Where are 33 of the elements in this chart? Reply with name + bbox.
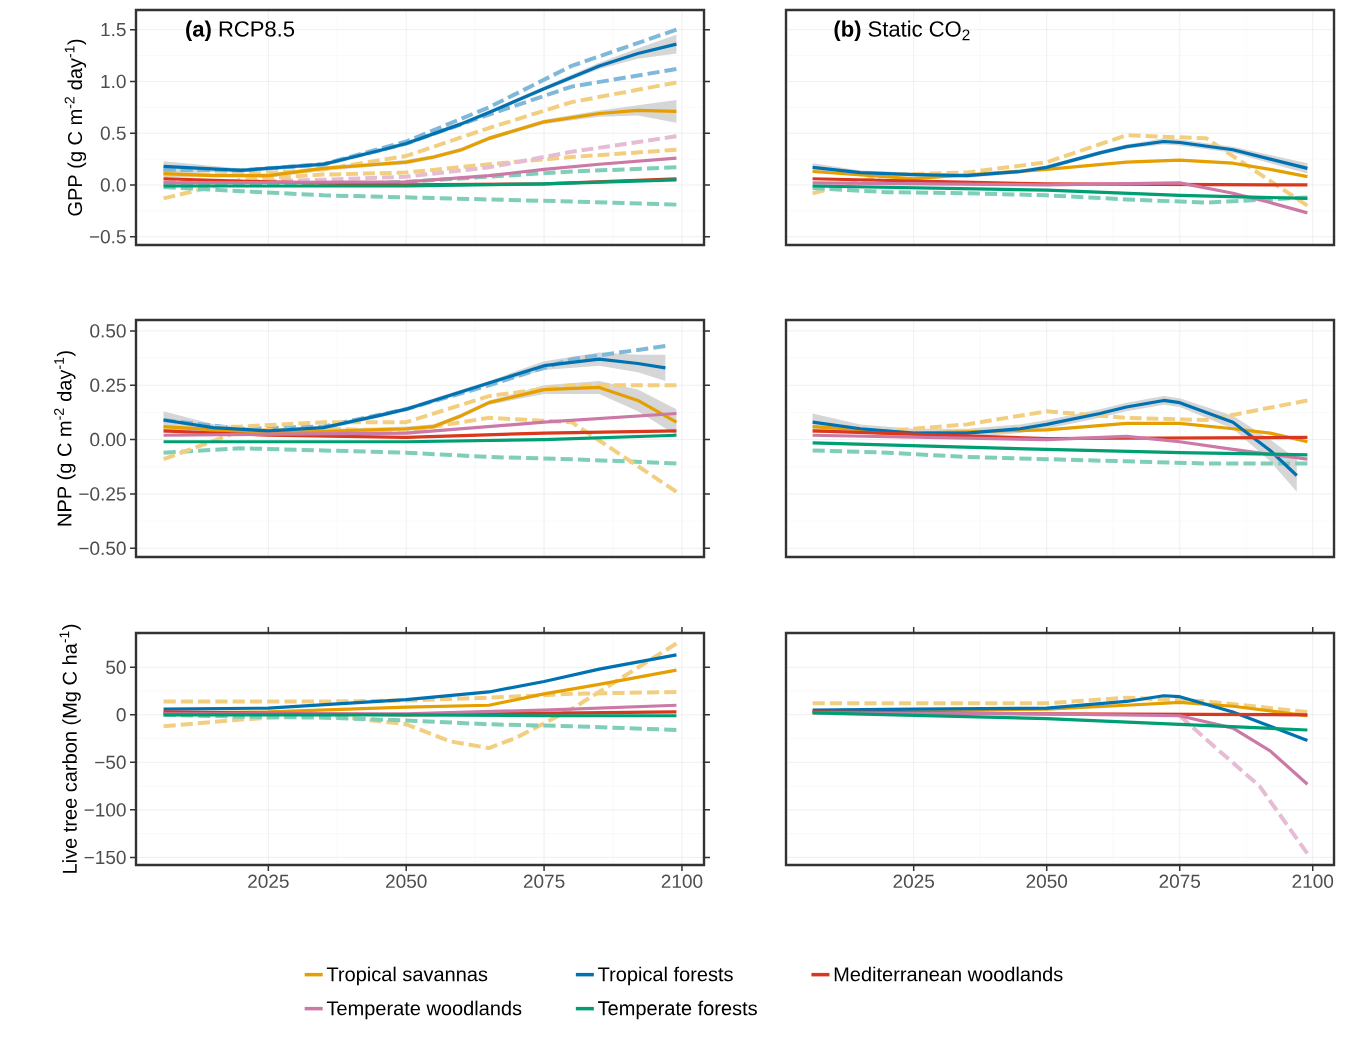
- y-tick-label: 0.5: [100, 126, 126, 140]
- chart-title: (a) RCP8.5: [186, 20, 295, 42]
- y-tick-label: 0: [116, 708, 126, 722]
- x-tick-label: 2100: [1292, 874, 1334, 888]
- y-tick-label: −150: [84, 850, 126, 865]
- y-tick-label: 1.5: [101, 23, 126, 37]
- y-tick-label: −0.50: [79, 541, 126, 556]
- y-tick-label: −50: [95, 755, 126, 770]
- y-tick-label: −0.25: [79, 487, 126, 501]
- y-tick-label: 50: [106, 660, 126, 674]
- x-tick-label: 2025: [248, 874, 289, 888]
- legend-label: Mediterranean woodlands: [834, 966, 1063, 982]
- y-tick-label: −100: [84, 803, 126, 817]
- legend-label: Tropical forests: [598, 966, 733, 986]
- y-axis-title: Live tree carbon (Mg C ha$^{-1}$): [59, 624, 81, 873]
- x-tick-label: 2050: [386, 874, 427, 888]
- x-tick-label: 2075: [523, 874, 565, 888]
- chart-title: (b) Static CO$_{2}$: [834, 20, 970, 42]
- x-tick-label: 2100: [661, 874, 703, 888]
- y-tick-label: 0.00: [90, 432, 126, 447]
- y-axis-title: GPP (g C m$^{-2}$ day$^{-1}$): [64, 39, 87, 216]
- legend-label: Temperate woodlands: [326, 1000, 522, 1020]
- y-axis-title: NPP (g C m$^{-2}$ day$^{-1}$): [54, 351, 76, 526]
- x-tick-label: 2050: [1026, 874, 1068, 888]
- y-tick-label: 0.0: [100, 178, 126, 192]
- x-tick-label: 2025: [893, 874, 935, 888]
- legend-label: Tropical savannas: [326, 966, 488, 986]
- y-tick-label: 0.25: [90, 378, 126, 392]
- y-tick-label: −0.5: [89, 229, 126, 244]
- x-tick-label: 2075: [1159, 874, 1201, 888]
- y-tick-label: 0.50: [90, 324, 126, 338]
- y-tick-label: 1.0: [101, 74, 126, 89]
- legend-label: Temperate forests: [598, 1000, 757, 1020]
